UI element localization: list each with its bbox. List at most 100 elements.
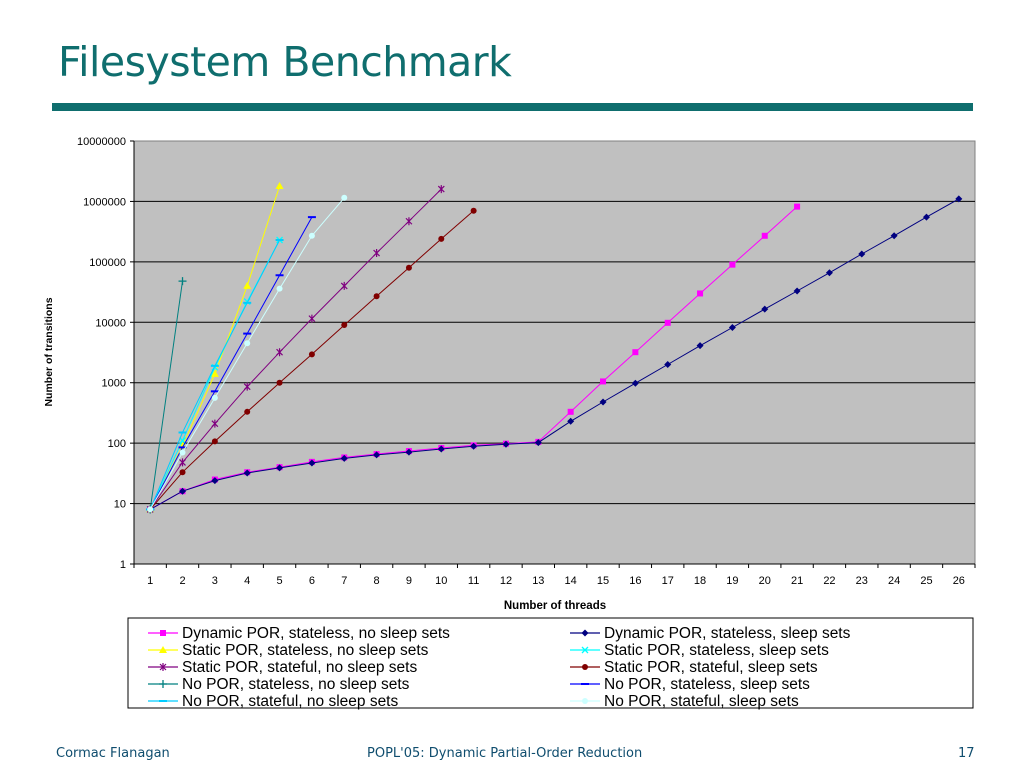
data-point <box>729 261 736 268</box>
data-point <box>373 451 381 459</box>
data-point <box>664 319 671 326</box>
data-point <box>308 459 316 467</box>
data-point <box>275 182 284 190</box>
y-tick-label: 10000 <box>95 317 126 329</box>
data-point <box>470 442 478 450</box>
data-point <box>890 232 898 240</box>
legend-label: Dynamic POR, stateless, sleep sets <box>604 625 851 642</box>
x-tick-label: 5 <box>276 575 282 587</box>
footer-author: Cormac Flanagan <box>56 746 170 761</box>
x-tick-label: 2 <box>179 575 185 587</box>
data-point <box>696 342 704 350</box>
x-tick-label: 24 <box>888 575 900 587</box>
x-tick-label: 4 <box>244 575 250 587</box>
legend-label: Dynamic POR, stateless, no sleep sets <box>182 625 450 642</box>
data-point <box>761 232 768 239</box>
x-tick-label: 19 <box>726 575 738 587</box>
data-point <box>534 439 542 447</box>
data-point <box>179 487 187 495</box>
data-point <box>405 264 412 271</box>
data-point <box>243 469 251 477</box>
y-tick-label: 1 <box>120 559 126 571</box>
data-point <box>179 437 186 445</box>
data-point <box>373 249 381 258</box>
legend-label: No POR, stateless, no sleep sets <box>182 676 410 693</box>
plot-area <box>133 140 976 565</box>
legend-label: Static POR, stateless, no sleep sets <box>182 642 429 659</box>
x-tick-label: 3 <box>212 575 218 587</box>
series-line <box>149 198 960 510</box>
data-point <box>341 194 348 201</box>
legend-item: Static POR, stateful, no sleep sets <box>148 659 417 676</box>
data-point <box>502 440 510 448</box>
data-point <box>373 293 380 300</box>
series-lines <box>146 182 963 514</box>
x-tick-label: 14 <box>565 575 577 587</box>
x-tick-label: 25 <box>920 575 932 587</box>
data-point <box>211 419 219 428</box>
data-point <box>567 408 574 415</box>
legend-marker <box>582 698 588 704</box>
data-point <box>276 348 283 357</box>
data-point <box>728 323 736 331</box>
data-point <box>178 277 187 286</box>
legend-item: No POR, stateless, no sleep sets <box>148 676 410 693</box>
legend-marker <box>160 630 166 636</box>
data-point <box>211 394 218 401</box>
legend-item: Dynamic POR, stateless, no sleep sets <box>148 625 450 642</box>
data-point <box>599 398 607 406</box>
legend-label: No POR, stateful, sleep sets <box>604 693 799 710</box>
data-point <box>761 305 769 313</box>
data-point <box>340 454 348 462</box>
x-tick-label: 13 <box>532 575 544 587</box>
data-point <box>697 290 704 297</box>
legend-item: Static POR, stateful, sleep sets <box>570 659 818 676</box>
data-point <box>244 340 251 347</box>
data-point <box>858 250 866 258</box>
legend-box <box>127 617 974 709</box>
y-tick-label: 1000000 <box>83 196 126 208</box>
legend-marker <box>581 646 589 654</box>
x-tick-label: 12 <box>500 575 512 587</box>
legend-marker <box>159 646 167 653</box>
data-point <box>308 232 315 239</box>
data-point <box>600 378 607 385</box>
legend-label: Static POR, stateless, sleep sets <box>604 642 829 659</box>
series <box>146 195 963 513</box>
series <box>147 194 348 513</box>
data-point <box>243 281 252 289</box>
legend-marker <box>581 629 589 637</box>
data-point <box>210 369 219 377</box>
legend-marker <box>159 663 167 671</box>
data-point <box>793 287 801 295</box>
legend-label: No POR, stateless, sleep sets <box>604 676 810 693</box>
x-tick-label: 17 <box>662 575 674 587</box>
data-point <box>179 449 186 456</box>
data-point <box>437 445 445 453</box>
data-point <box>211 477 219 485</box>
footer-page-number: 17 <box>958 746 975 761</box>
y-axis-label: Number of transitions <box>43 297 55 406</box>
y-tick-label: 100000 <box>89 257 126 269</box>
y-tick-label: 10000000 <box>77 136 126 148</box>
x-tick-label: 6 <box>309 575 315 587</box>
data-point <box>632 349 639 356</box>
data-point <box>276 285 283 292</box>
legend-label: No POR, stateful, no sleep sets <box>182 693 398 710</box>
x-tick-label: 1 <box>147 575 153 587</box>
data-point <box>276 379 283 386</box>
data-point <box>244 408 251 415</box>
y-tick-label: 100 <box>108 438 126 450</box>
data-point <box>179 469 186 476</box>
legend-label: Static POR, stateful, sleep sets <box>604 659 818 676</box>
x-tick-label: 9 <box>406 575 412 587</box>
data-point <box>922 213 930 221</box>
data-point <box>341 322 348 329</box>
data-point <box>825 269 833 277</box>
x-tick-label: 20 <box>759 575 771 587</box>
series-line <box>149 188 442 510</box>
footer-talk-title: POPL'05: Dynamic Partial-Order Reduction <box>367 746 643 761</box>
slide-title: Filesystem Benchmark <box>58 38 512 86</box>
